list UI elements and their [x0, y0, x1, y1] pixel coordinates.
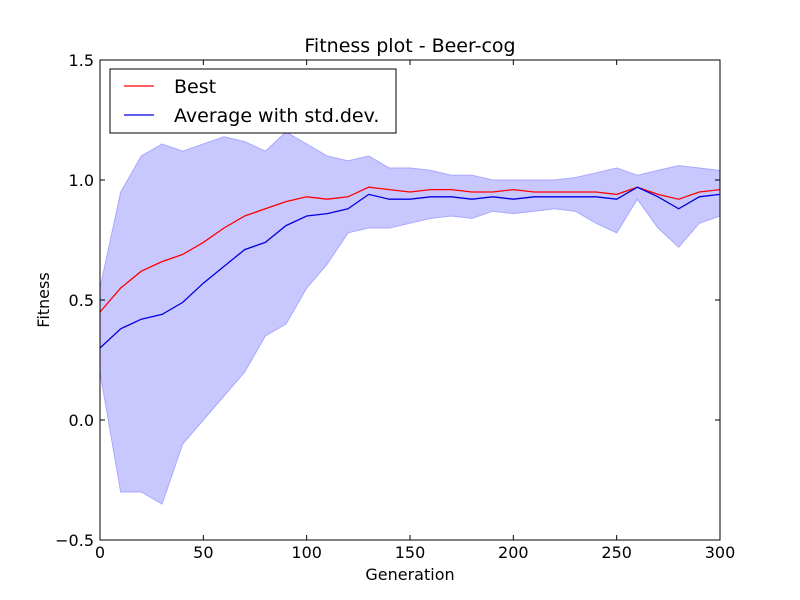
- legend-label-best: Best: [174, 76, 216, 98]
- x-tick-label: 0: [95, 543, 105, 562]
- x-axis-label: Generation: [365, 565, 454, 584]
- y-tick-label: −0.5: [55, 531, 94, 550]
- x-tick-label: 300: [705, 543, 736, 562]
- series-line-average: [99, 186, 721, 349]
- x-axis: 0 50 100 150 200 250 300: [95, 60, 735, 562]
- x-tick-label: 100: [291, 543, 322, 562]
- y-axis-label: Fitness: [34, 272, 53, 327]
- y-tick-label: 0.5: [69, 291, 94, 310]
- y-tick-label: 1.0: [69, 171, 94, 190]
- x-tick-label: 250: [601, 543, 632, 562]
- series-lines-layer: [99, 186, 721, 349]
- y-tick-label: 0.0: [69, 411, 94, 430]
- legend-label-average: Average with std.dev.: [174, 105, 379, 127]
- x-tick-label: 50: [193, 543, 213, 562]
- plot-area: [99, 59, 721, 541]
- x-tick-label: 200: [498, 543, 529, 562]
- legend-box: [109, 68, 397, 134]
- legend: Best Average with std.dev.: [109, 68, 397, 134]
- series-line-best: [99, 186, 721, 313]
- chart-title: Fitness plot - Beer-cog: [304, 35, 515, 57]
- x-tick-label: 150: [395, 543, 426, 562]
- y-axis: −0.5 0.0 0.5 1.0 1.5: [55, 51, 720, 550]
- y-tick-label: 1.5: [69, 51, 94, 70]
